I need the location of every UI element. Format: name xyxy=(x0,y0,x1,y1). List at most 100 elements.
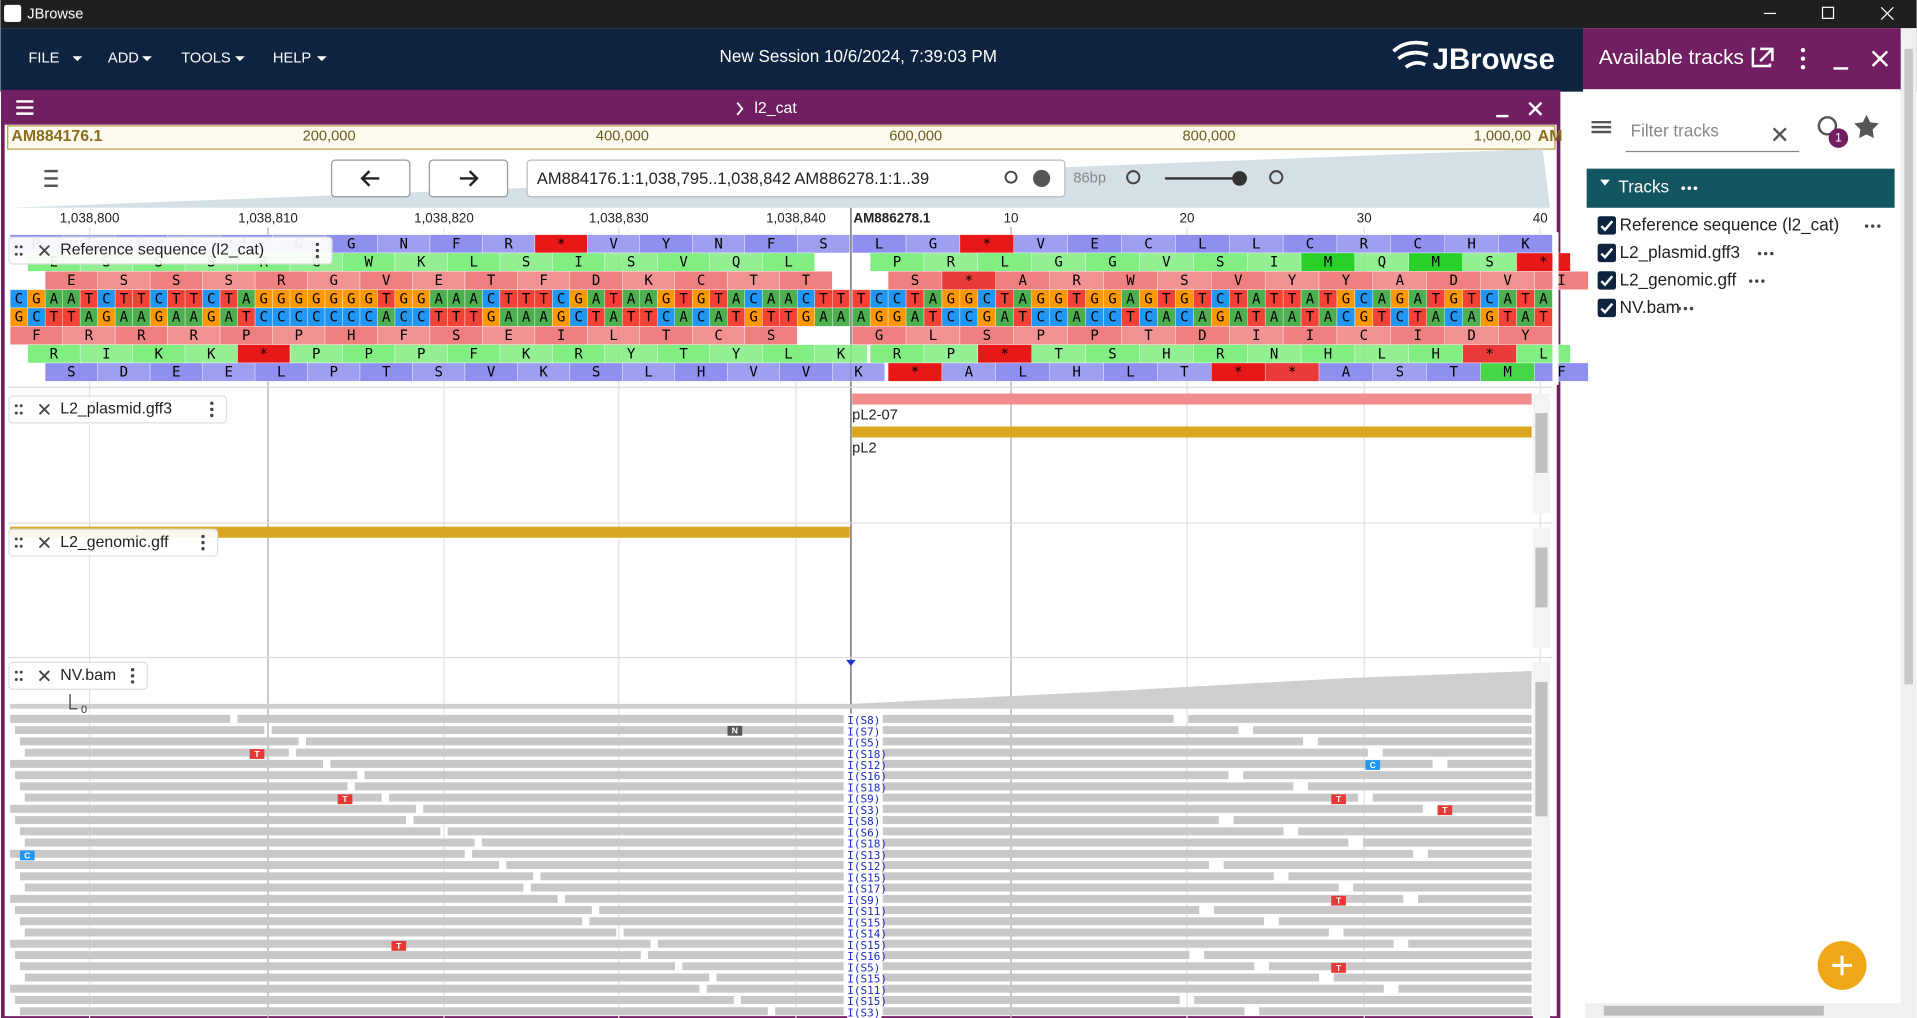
mismatch-label: T xyxy=(396,941,402,951)
track-menu-dot[interactable] xyxy=(315,254,320,259)
zoom-in-icon[interactable] xyxy=(1269,170,1284,185)
track-close[interactable] xyxy=(38,244,50,257)
insertion-label: I(S11) xyxy=(847,984,887,997)
track-checkbox[interactable] xyxy=(1597,298,1616,318)
track-checkbox[interactable] xyxy=(1597,216,1616,235)
track-menu-dot[interactable] xyxy=(130,674,135,678)
view-close[interactable] xyxy=(1528,101,1543,116)
read xyxy=(882,973,1320,982)
track-item-label[interactable]: NV.bam xyxy=(1620,298,1680,317)
track-item-menu-dot xyxy=(1871,224,1875,228)
read xyxy=(237,714,844,723)
read xyxy=(1268,962,1532,971)
track-item-menu-dot xyxy=(1763,251,1768,256)
track-close[interactable] xyxy=(38,670,50,682)
track-item-label[interactable]: L2_genomic.gff xyxy=(1620,271,1737,290)
read xyxy=(882,759,1433,768)
codon-cell xyxy=(832,362,885,382)
title-bar xyxy=(0,0,1917,29)
read xyxy=(10,939,651,948)
insertion-label: I(S14) xyxy=(847,928,887,941)
favorites-star[interactable] xyxy=(1854,114,1879,139)
help-icon xyxy=(1033,169,1051,187)
menu-item[interactable]: FILE xyxy=(28,51,59,67)
zoom-slider-thumb[interactable] xyxy=(1232,171,1247,186)
popout-icon[interactable] xyxy=(1751,47,1774,68)
amino-acid-letters: ESSSRGVETFDKCTT xyxy=(67,273,811,289)
track-menu-dot[interactable] xyxy=(201,534,205,539)
track-menu-dot[interactable] xyxy=(201,540,205,545)
restore-btn[interactable] xyxy=(1821,6,1835,19)
menu-item[interactable]: ADD xyxy=(108,51,139,67)
read xyxy=(24,838,475,847)
read xyxy=(447,827,844,836)
coverage-area xyxy=(10,670,1532,709)
track-checkbox[interactable] xyxy=(1597,271,1616,290)
read xyxy=(882,928,1329,937)
track-item-label[interactable]: Reference sequence (l2_cat) xyxy=(1620,216,1840,235)
track-menu-dot[interactable] xyxy=(130,667,135,672)
read xyxy=(1427,849,1532,858)
feature-bar xyxy=(852,393,1532,405)
read xyxy=(1204,951,1532,959)
section-menu-dot xyxy=(1687,186,1692,191)
menu-caret xyxy=(235,56,245,62)
read xyxy=(10,759,324,768)
read xyxy=(15,906,592,915)
feature-bar xyxy=(852,426,1532,438)
read xyxy=(882,996,1180,1004)
drag-handle-dot xyxy=(19,544,23,548)
read xyxy=(1288,872,1532,881)
read xyxy=(19,782,348,791)
drag-handle-dot xyxy=(14,537,18,541)
close-btn[interactable] xyxy=(1880,6,1894,20)
ruler-label: 1,038,820 xyxy=(414,210,474,225)
track-checkbox[interactable] xyxy=(1597,243,1616,263)
menu-item[interactable]: TOOLS xyxy=(181,51,231,67)
panel-close[interactable] xyxy=(1871,50,1889,67)
track-menu-dot[interactable] xyxy=(201,547,205,551)
insertion-label: I(S18) xyxy=(847,781,887,794)
track-item-label[interactable]: L2_plasmid.gff3 xyxy=(1620,243,1740,262)
base-cell xyxy=(832,307,850,327)
history-icon[interactable] xyxy=(1817,116,1838,136)
track-menu-dot[interactable] xyxy=(315,242,320,247)
read xyxy=(19,872,534,881)
track-label: L2_genomic.gff xyxy=(60,534,169,551)
drag-handle-dot xyxy=(19,411,23,415)
track-label-box xyxy=(8,661,148,690)
insertion-label: I(S15) xyxy=(847,871,887,884)
read xyxy=(1233,816,1532,825)
arrow-left xyxy=(360,170,380,187)
track-close[interactable] xyxy=(38,403,50,415)
drag-handle-dot xyxy=(14,404,18,408)
track-close[interactable] xyxy=(38,537,50,549)
mismatch-label: T xyxy=(342,794,348,804)
track-menu-dot[interactable] xyxy=(210,407,214,412)
track-menu-dot[interactable] xyxy=(315,248,320,253)
track-menu-dot[interactable] xyxy=(210,401,214,406)
menu-item[interactable]: HELP xyxy=(273,51,311,67)
drag-handle-dot xyxy=(14,678,18,681)
filter-clear[interactable] xyxy=(1772,127,1787,142)
amino-acid-letters: GLSPPTDIICIDY xyxy=(875,328,1530,344)
read xyxy=(1194,996,1532,1004)
read xyxy=(540,872,844,881)
overview-contig: AM884176.1 xyxy=(11,128,102,145)
checkbox-tick xyxy=(1600,220,1614,232)
insertion-label: I(S17) xyxy=(847,883,887,896)
read xyxy=(1298,827,1532,836)
read xyxy=(413,816,844,825)
panel-menu-dot xyxy=(1800,56,1806,61)
location-box[interactable] xyxy=(526,159,1066,198)
app-icon xyxy=(4,4,22,22)
track-menu-dot[interactable] xyxy=(130,680,135,684)
insertion-label: I(S9) xyxy=(847,894,880,907)
drag-handle-dot xyxy=(19,670,23,674)
read xyxy=(389,793,844,802)
zoom-out-icon[interactable] xyxy=(1126,170,1141,185)
track-menu-dot[interactable] xyxy=(210,413,214,418)
read xyxy=(882,838,1349,847)
read xyxy=(882,951,1190,959)
filter-placeholder[interactable]: Filter tracks xyxy=(1631,122,1719,141)
